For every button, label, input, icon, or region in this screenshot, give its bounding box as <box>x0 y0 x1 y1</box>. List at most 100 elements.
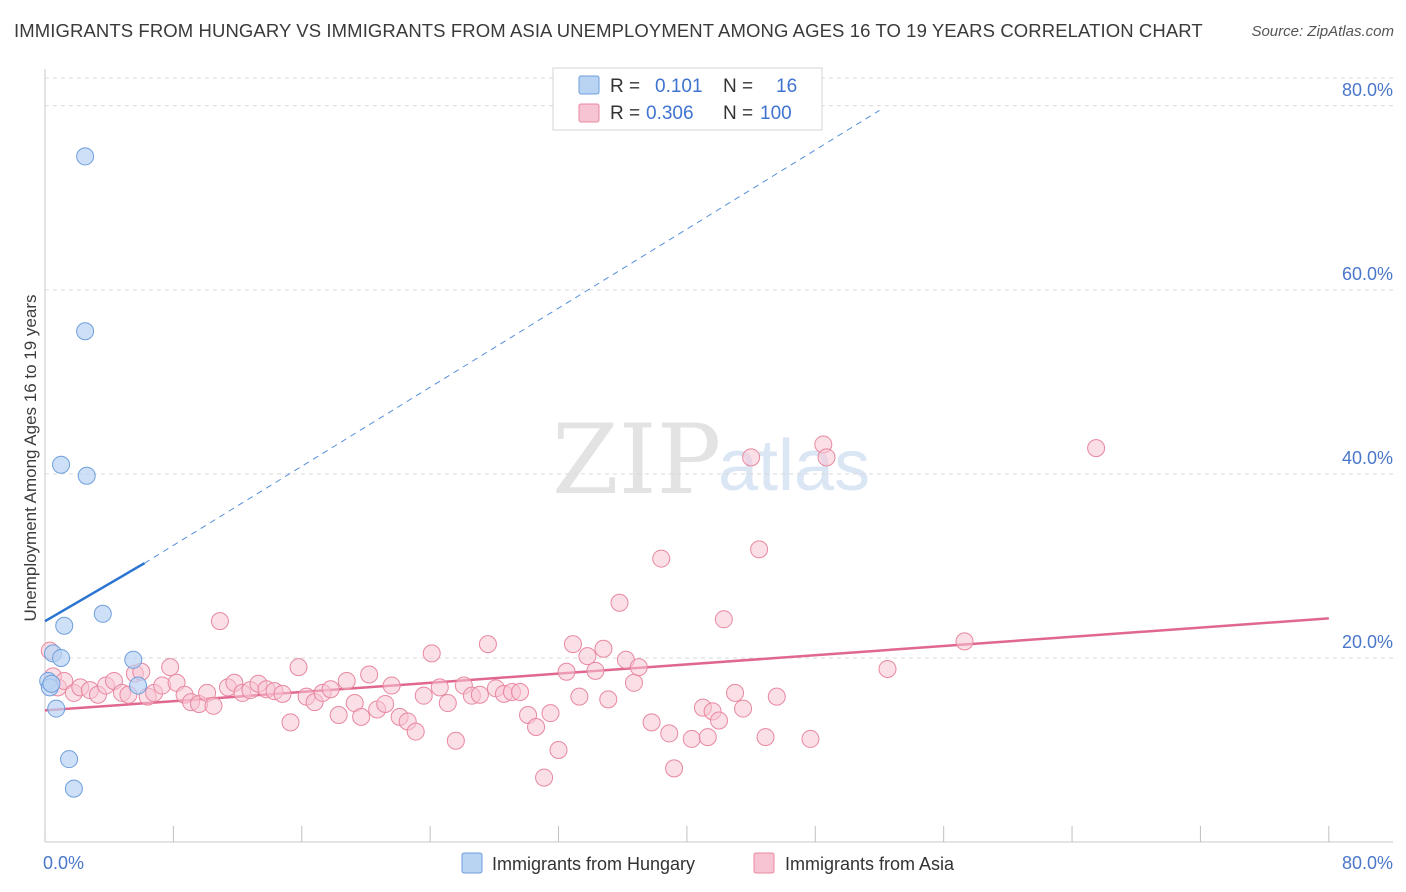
asia-point <box>161 658 180 677</box>
y-tick-label: 20.0% <box>1342 632 1393 652</box>
asia-point <box>610 593 629 612</box>
hungary-point <box>76 147 95 166</box>
asia-point <box>726 683 745 702</box>
asia-point <box>714 610 733 629</box>
hungary-r-value: 0.101 <box>655 76 703 97</box>
x-tick-label: 80.0% <box>1342 853 1393 873</box>
hungary-point <box>124 650 143 669</box>
asia-point <box>955 632 974 651</box>
asia-point <box>642 713 661 732</box>
asia-point <box>352 707 371 726</box>
asia-point <box>210 612 229 631</box>
asia-point <box>624 673 643 692</box>
asia-legend-swatch <box>578 103 600 123</box>
asia-point <box>756 728 775 747</box>
asia-point <box>438 694 457 713</box>
asia-point <box>801 729 820 748</box>
gridlines <box>45 77 1393 659</box>
data-points <box>39 147 1106 798</box>
hungary-point <box>64 779 83 798</box>
hungary-legend-swatch <box>578 75 600 95</box>
asia-point <box>750 540 769 559</box>
asia-point <box>586 661 605 680</box>
asia-point <box>337 671 356 690</box>
asia-point <box>878 659 897 678</box>
asia-point <box>422 644 441 663</box>
asia-point <box>549 740 568 759</box>
asia-series-label: Immigrants from Asia <box>785 854 955 874</box>
asia-point <box>414 686 433 705</box>
asia-point <box>734 699 753 718</box>
asia-point <box>557 662 576 681</box>
asia-point <box>682 729 701 748</box>
y-tick-label: 60.0% <box>1342 264 1393 284</box>
hungary-r-label: R = <box>610 76 640 97</box>
chart-title: IMMIGRANTS FROM HUNGARY VS IMMIGRANTS FR… <box>14 20 1203 41</box>
asia-point <box>430 678 449 697</box>
asia-trend-line <box>44 617 1329 712</box>
asia-point <box>541 704 560 723</box>
hungary-trend-line <box>44 562 146 623</box>
stats-legend: R = 0.101 N = 16 R = 0.306 N = 100 <box>552 67 823 131</box>
asia-point <box>660 724 679 743</box>
asia-point <box>570 687 589 706</box>
hungary-point <box>76 322 95 341</box>
watermark-zip: ZIP <box>552 404 721 516</box>
asia-point <box>511 683 530 702</box>
hungary-point <box>42 674 61 693</box>
hungary-point <box>129 676 148 695</box>
axes <box>44 69 1393 843</box>
hungary-point <box>47 699 66 718</box>
hungary-series-label: Immigrants from Hungary <box>492 854 695 874</box>
x-tick-label: 0.0% <box>43 853 84 873</box>
asia-point <box>446 731 465 750</box>
asia-point <box>710 711 728 730</box>
asia-point <box>470 685 489 704</box>
asia-point <box>281 713 300 732</box>
asia-point <box>1087 439 1106 458</box>
asia-r-value: 0.306 <box>646 103 694 124</box>
asia-point <box>535 768 554 787</box>
hungary-n-label: N = <box>723 76 753 97</box>
asia-n-label: N = <box>723 103 753 124</box>
asia-point <box>382 676 401 695</box>
asia-point <box>527 717 546 736</box>
y-axis-title: Unemployment Among Ages 16 to 19 years <box>21 295 40 622</box>
asia-point <box>817 448 836 467</box>
trend-lines <box>44 109 1329 712</box>
asia-n-value: 100 <box>760 103 792 124</box>
asia-point <box>742 448 761 467</box>
asia-point <box>376 694 395 713</box>
asia-point <box>563 635 582 654</box>
hungary-point <box>52 455 71 474</box>
asia-series-swatch <box>753 852 775 874</box>
y-tick-label: 40.0% <box>1342 448 1393 468</box>
hungary-point <box>60 750 79 769</box>
asia-r-label: R = <box>610 103 640 124</box>
asia-point <box>360 665 379 684</box>
asia-point <box>578 647 597 666</box>
y-tick-label: 80.0% <box>1342 80 1393 100</box>
hungary-n-value: 16 <box>776 76 797 97</box>
hungary-point <box>52 648 71 667</box>
asia-point <box>599 690 618 709</box>
watermark-atlas: atlas <box>718 426 870 506</box>
asia-point <box>321 680 340 699</box>
hungary-point <box>55 616 74 635</box>
asia-point <box>629 658 648 677</box>
asia-point <box>406 722 425 741</box>
asia-point <box>273 684 292 703</box>
asia-point <box>289 658 308 677</box>
tick-labels: 20.0% 40.0% 60.0% 80.0% 0.0% 80.0% <box>43 80 1393 873</box>
asia-point <box>767 687 786 706</box>
asia-point <box>329 706 348 725</box>
source-label: Source: ZipAtlas.com <box>1251 23 1394 40</box>
hungary-point <box>77 466 96 485</box>
asia-point <box>652 549 671 568</box>
asia-point <box>665 759 684 778</box>
asia-point <box>594 639 613 658</box>
asia-point <box>478 635 497 654</box>
hungary-point <box>93 604 112 623</box>
